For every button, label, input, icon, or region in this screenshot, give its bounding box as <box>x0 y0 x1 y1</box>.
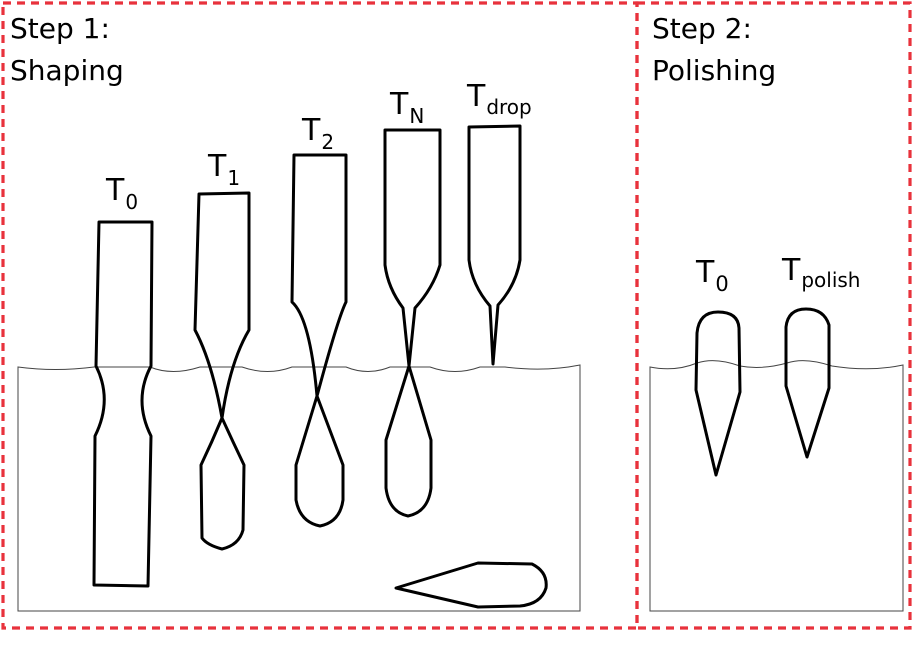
label-t1: T1 <box>207 149 240 190</box>
polishing-tip-tpolish <box>784 307 831 459</box>
step1-subtitle: Shaping <box>10 54 124 87</box>
wire-tip-tdrop <box>467 124 522 366</box>
step2-subtitle: Polishing <box>652 54 776 87</box>
wire-tip-t2 <box>290 153 348 528</box>
polishing-etchant-bath <box>649 360 904 612</box>
shaping-etchant-bath <box>17 364 581 612</box>
label-t0: T0 <box>105 173 138 214</box>
step2-frame <box>635 1 912 630</box>
step1-title: Step 1: <box>10 12 110 45</box>
wire-tip-t1 <box>193 191 251 551</box>
step2-title: Step 2: <box>652 12 752 45</box>
step1-frame <box>1 1 639 630</box>
label-tn: TN <box>389 87 424 128</box>
dropped-wire-piece <box>394 561 548 609</box>
wire-tip-tn <box>383 128 442 518</box>
wire-tip-t0 <box>92 220 154 588</box>
label-polish-t0: T0 <box>695 255 729 296</box>
label-t2: T2 <box>301 113 334 154</box>
label-tdrop: Tdrop <box>466 79 532 119</box>
label-tpolish: Tpolish <box>781 253 860 292</box>
polishing-tip-t0 <box>694 310 742 477</box>
